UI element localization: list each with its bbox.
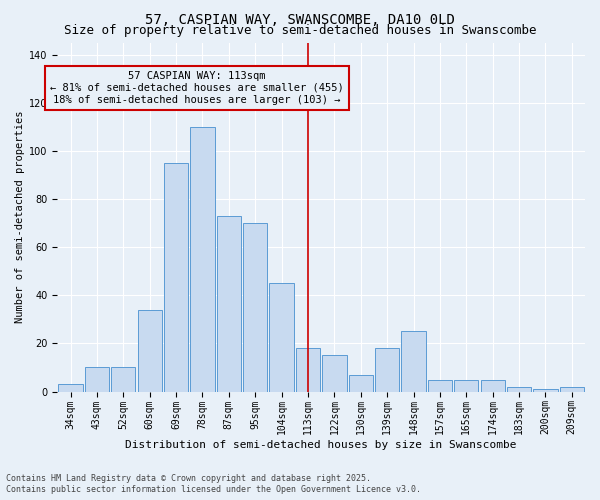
Bar	[217, 216, 241, 392]
Bar	[560, 386, 584, 392]
Bar	[296, 348, 320, 392]
Bar	[375, 348, 399, 392]
Text: 57 CASPIAN WAY: 113sqm
← 81% of semi-detached houses are smaller (455)
18% of se: 57 CASPIAN WAY: 113sqm ← 81% of semi-det…	[50, 72, 344, 104]
Text: Size of property relative to semi-detached houses in Swanscombe: Size of property relative to semi-detach…	[64, 24, 536, 37]
Bar	[322, 356, 347, 392]
Bar	[269, 283, 294, 392]
Text: Contains HM Land Registry data © Crown copyright and database right 2025.
Contai: Contains HM Land Registry data © Crown c…	[6, 474, 421, 494]
X-axis label: Distribution of semi-detached houses by size in Swanscombe: Distribution of semi-detached houses by …	[125, 440, 517, 450]
Bar	[243, 223, 268, 392]
Bar	[533, 389, 557, 392]
Bar	[85, 368, 109, 392]
Bar	[481, 380, 505, 392]
Bar	[111, 368, 136, 392]
Bar	[164, 163, 188, 392]
Bar	[454, 380, 478, 392]
Bar	[190, 127, 215, 392]
Bar	[137, 310, 162, 392]
Text: 57, CASPIAN WAY, SWANSCOMBE, DA10 0LD: 57, CASPIAN WAY, SWANSCOMBE, DA10 0LD	[145, 12, 455, 26]
Bar	[58, 384, 83, 392]
Bar	[349, 374, 373, 392]
Bar	[401, 332, 425, 392]
Bar	[507, 386, 531, 392]
Y-axis label: Number of semi-detached properties: Number of semi-detached properties	[15, 111, 25, 324]
Bar	[428, 380, 452, 392]
